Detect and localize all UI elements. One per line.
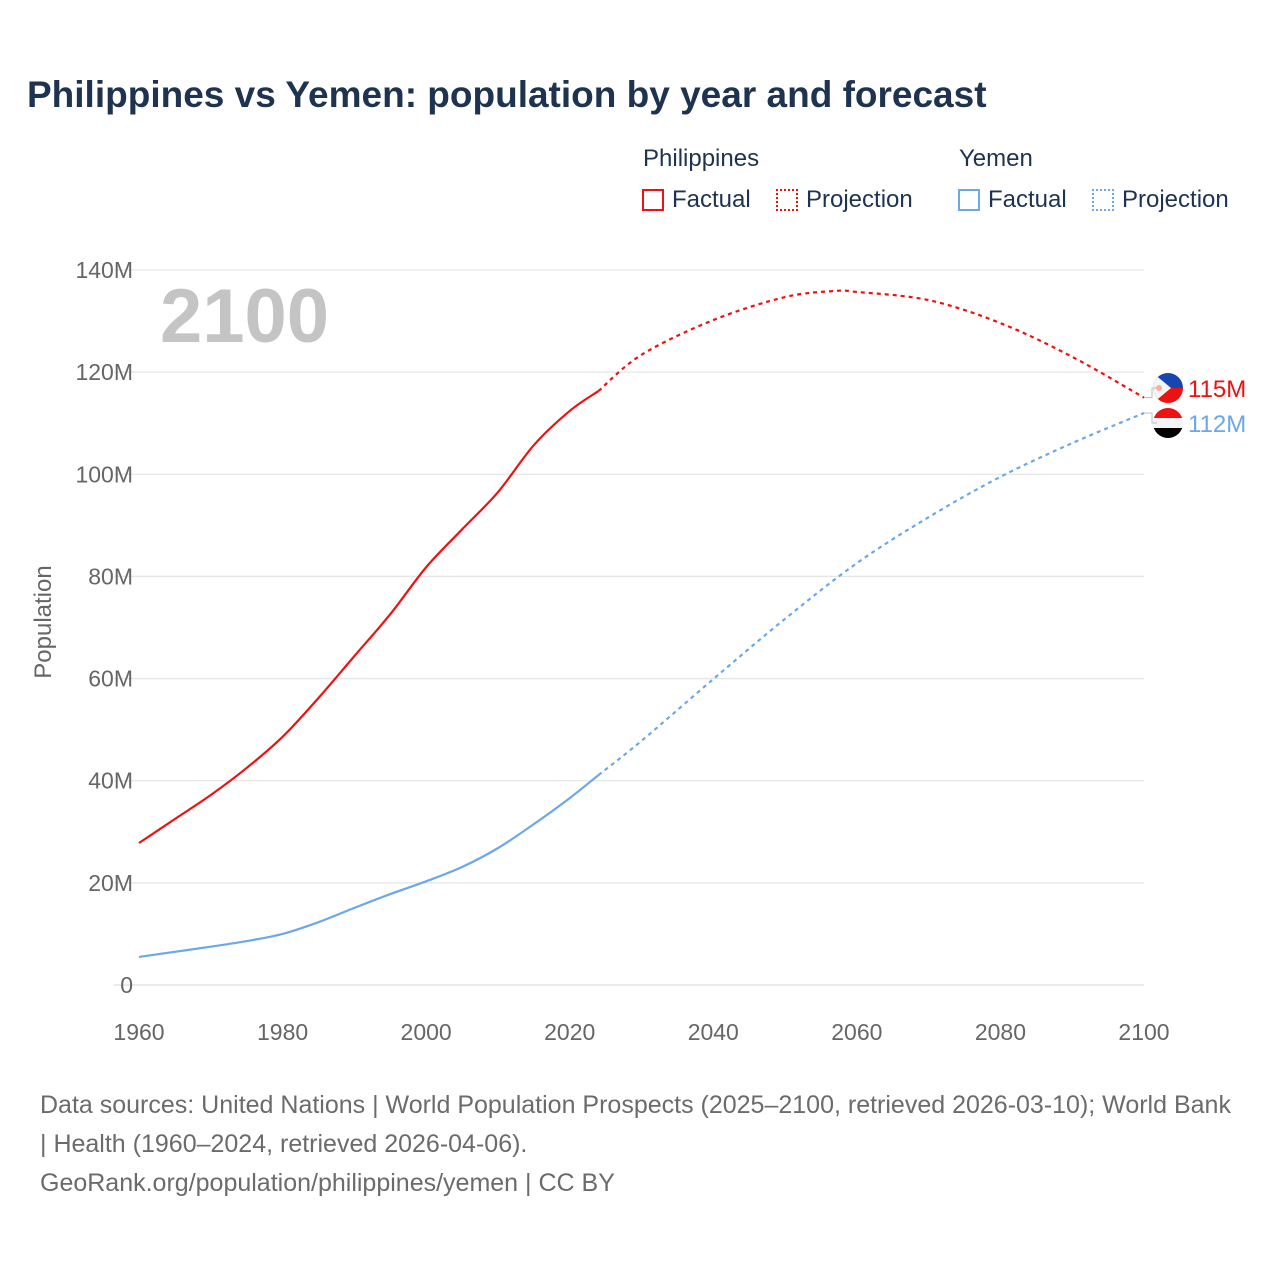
x-tick-label: 2060 [831, 1019, 882, 1045]
yemen-end-label: 112M [1188, 411, 1246, 438]
y-tick-label: 100M [75, 461, 133, 487]
y-axis-label: Population [30, 565, 57, 678]
x-tick-label: 1980 [257, 1019, 308, 1045]
yemen-projection-line [597, 411, 1145, 776]
yemen-factual-line [138, 774, 600, 959]
legend-group-philippines: Philippines [643, 145, 760, 172]
x-tick-label: 2000 [401, 1019, 452, 1045]
source-link[interactable]: GeoRank.org/population/philippines/yemen… [40, 1169, 615, 1197]
footer: Data sources: United Nations | World Pop… [40, 1086, 1240, 1203]
philippines-factual-line [138, 390, 600, 844]
legend-label: Factual [988, 186, 1067, 213]
legend-label: Projection [1122, 186, 1229, 213]
legend-yemen-factual[interactable]: Factual [958, 186, 1067, 214]
y-tick-label: 120M [75, 359, 133, 385]
legend-label: Factual [672, 186, 751, 213]
philippines-flag-icon [1153, 373, 1183, 403]
end-connector [1144, 387, 1157, 399]
y-tick-label: 40M [88, 768, 133, 794]
year-watermark: 2100 [160, 274, 329, 359]
legend-label: Projection [806, 186, 913, 213]
x-tick-label: 2100 [1118, 1019, 1169, 1045]
philippines-end-label: 115M [1188, 376, 1246, 403]
legend-philippines-factual[interactable]: Factual [642, 186, 751, 214]
y-tick-label: 60M [88, 666, 133, 692]
end-connector [1144, 412, 1157, 424]
y-tick-label: 0 [120, 972, 133, 998]
chart-title: Philippines vs Yemen: population by year… [27, 74, 987, 115]
legend-philippines-projection[interactable]: Projection [776, 186, 913, 214]
y-tick-label: 80M [88, 563, 133, 589]
legend-yemen-projection[interactable]: Projection [1092, 186, 1229, 214]
x-tick-label: 2080 [975, 1019, 1026, 1045]
data-sources: Data sources: United Nations | World Pop… [40, 1091, 1231, 1158]
philippines-projection-line [597, 289, 1145, 399]
y-tick-label: 20M [88, 870, 133, 896]
yemen-flag-icon [1153, 408, 1183, 438]
x-tick-label: 1960 [113, 1019, 164, 1045]
x-tick-label: 2020 [544, 1019, 595, 1045]
x-tick-label: 2040 [688, 1019, 739, 1045]
y-tick-label: 140M [75, 257, 133, 283]
legend-group-yemen: Yemen [959, 145, 1033, 172]
